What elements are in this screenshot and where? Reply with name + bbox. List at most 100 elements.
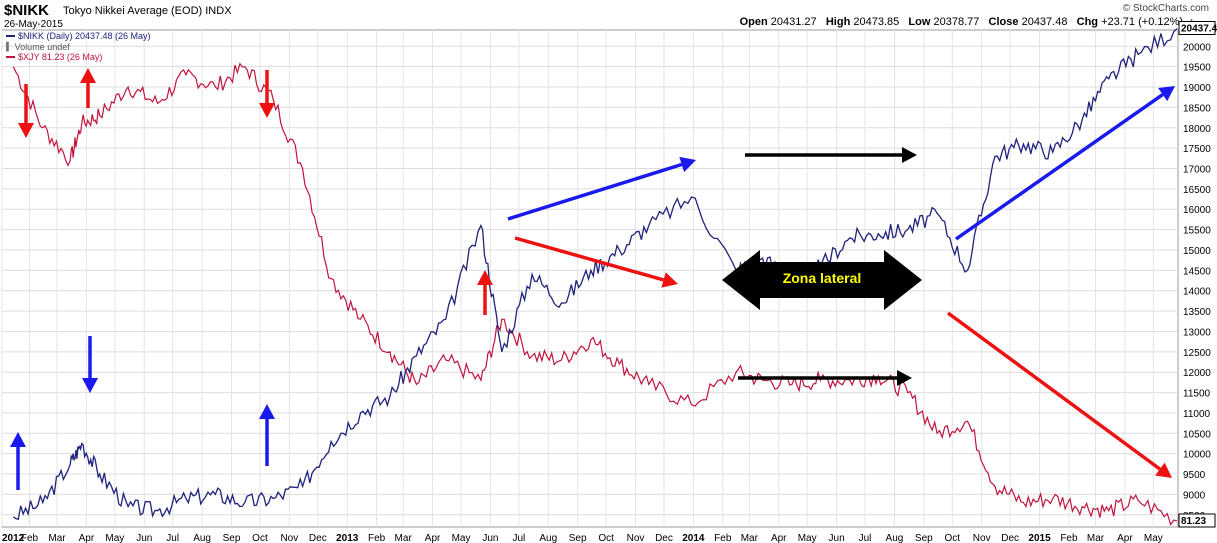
y-tick-label: 12500: [1183, 348, 1211, 359]
svg-text:81.23: 81.23: [1181, 516, 1206, 527]
x-tick-label: May: [1144, 533, 1163, 543]
exchange-label: INDX: [205, 5, 232, 17]
brand-logo: © StockCharts.com: [1122, 3, 1209, 14]
y-tick-label: 18000: [1183, 124, 1211, 135]
y-tick-label: 19500: [1183, 63, 1211, 74]
x-tick-label: Aug: [886, 533, 904, 543]
blue-trend-arrow-icon: [507, 156, 696, 221]
x-tick-label: Feb: [1060, 533, 1078, 543]
x-tick-label: Dec: [1001, 533, 1019, 543]
x-tick-label: 2012: [2, 533, 25, 543]
legend-text: $XJY 81.23 (26 May): [18, 52, 103, 62]
y-tick-label: 17500: [1183, 144, 1211, 155]
xjy-series-line: [12, 62, 1178, 526]
y-tick-label: 12000: [1183, 368, 1211, 379]
chart-legend: $NIKK (Daily) 20437.48 (26 May) ▌ Volume…: [6, 31, 151, 63]
red-down-arrow-icon: [259, 70, 275, 118]
x-tick-label: Jun: [829, 533, 845, 543]
x-tick-label: Jun: [482, 533, 498, 543]
x-tick-label: Feb: [21, 533, 39, 543]
open-value: 20431.27: [770, 16, 817, 28]
x-tick-label: Sep: [915, 533, 933, 543]
xjy-last-value-box: 81.23: [1178, 513, 1216, 528]
x-tick-label: 2014: [682, 533, 705, 543]
y-tick-label: 14000: [1183, 287, 1211, 298]
legend-item-xjy: $XJY 81.23 (26 May): [6, 52, 151, 63]
y-tick-label: 19000: [1183, 83, 1211, 94]
low-label: Low: [908, 16, 931, 28]
x-tick-label: Mar: [741, 533, 759, 543]
x-tick-label: Apr: [771, 533, 787, 543]
x-tick-label: 2013: [336, 533, 359, 543]
x-tick-label: Oct: [945, 533, 961, 543]
y-tick-label: 20000: [1183, 42, 1211, 53]
legend-item-volume: ▌ Volume undef: [6, 42, 151, 53]
blue-trend-arrow-icon: [954, 86, 1175, 241]
high-value: 20473.85: [853, 16, 900, 28]
x-tick-label: Apr: [425, 533, 441, 543]
x-tick-label: Jun: [136, 533, 152, 543]
x-tick-label: Sep: [223, 533, 241, 543]
open-label: Open: [739, 16, 768, 28]
y-tick-label: 16000: [1183, 205, 1211, 216]
y-tick-label: 9500: [1183, 470, 1206, 481]
x-tick-label: Dec: [309, 533, 327, 543]
x-tick-label: Jul: [859, 533, 872, 543]
chart-date: 26-May-2015: [4, 19, 63, 30]
y-tick-label: 17000: [1183, 165, 1211, 176]
x-tick-label: Mar: [1087, 533, 1105, 543]
chg-label: Chg: [1076, 16, 1099, 28]
red-up-arrow-icon: [80, 68, 96, 108]
y-tick-label: 11500: [1183, 389, 1211, 400]
y-tick-label: 18500: [1183, 103, 1211, 114]
ticker-symbol: $NIKK: [4, 2, 50, 19]
y-tick-label: 14500: [1183, 266, 1211, 277]
blue-up-arrow-icon: [259, 404, 275, 466]
sideways-zone-label: Zona lateral: [782, 270, 862, 286]
y-tick-label: 10500: [1183, 429, 1211, 440]
low-value: 20378.77: [933, 16, 980, 28]
x-tick-label: Oct: [252, 533, 268, 543]
chg-value: +23.71 (+0.12%): [1101, 16, 1184, 28]
y-tick-label: 13500: [1183, 307, 1211, 318]
black-right-arrow-icon: [738, 370, 912, 386]
legend-swatch: [6, 56, 15, 59]
y-tick-label: 11000: [1183, 409, 1211, 420]
x-tick-label: May: [798, 533, 817, 543]
red-trend-arrow-icon: [514, 236, 678, 288]
black-right-arrow-icon: [745, 147, 917, 163]
red-up-arrow-icon: [477, 270, 493, 315]
x-tick-label: Feb: [368, 533, 386, 543]
legend-item-nikk: $NIKK (Daily) 20437.48 (26 May): [6, 31, 151, 42]
legend-swatch: [6, 35, 15, 38]
x-tick-label: Aug: [193, 533, 211, 543]
legend-text: $NIKK (Daily) 20437.48 (26 May): [18, 31, 151, 41]
y-tick-label: 15500: [1183, 226, 1211, 237]
x-tick-label: Jul: [512, 533, 525, 543]
y-tick-label: 9000: [1183, 490, 1206, 501]
legend-text: Volume undef: [14, 41, 70, 52]
volume-bars-icon: ▌: [6, 41, 12, 51]
y-tick-label: 13000: [1183, 327, 1211, 338]
sideways-zone-annotation: Zona lateral: [722, 250, 922, 310]
x-tick-label: Oct: [598, 533, 614, 543]
close-label: Close: [988, 16, 1019, 28]
svg-text:20437.48: 20437.48: [1181, 23, 1217, 34]
x-tick-label: Nov: [973, 533, 991, 543]
x-tick-label: Nov: [280, 533, 298, 543]
blue-up-arrow-icon: [10, 432, 26, 490]
instrument-name: Tokyo Nikkei Average (EOD) INDX: [63, 5, 232, 17]
nikk-last-value-box: 20437.48: [1178, 20, 1217, 35]
high-label: High: [825, 16, 851, 28]
red-trend-arrow-icon: [946, 311, 1172, 478]
x-tick-label: Nov: [627, 533, 645, 543]
y-tick-label: 10000: [1183, 450, 1211, 461]
x-tick-label: Sep: [569, 533, 587, 543]
y-tick-label: 16500: [1183, 185, 1211, 196]
blue-down-arrow-icon: [82, 336, 98, 393]
x-tick-label: 2015: [1028, 533, 1051, 543]
x-tick-label: Mar: [48, 533, 66, 543]
instrument-title: Tokyo Nikkei Average (EOD): [63, 5, 203, 17]
